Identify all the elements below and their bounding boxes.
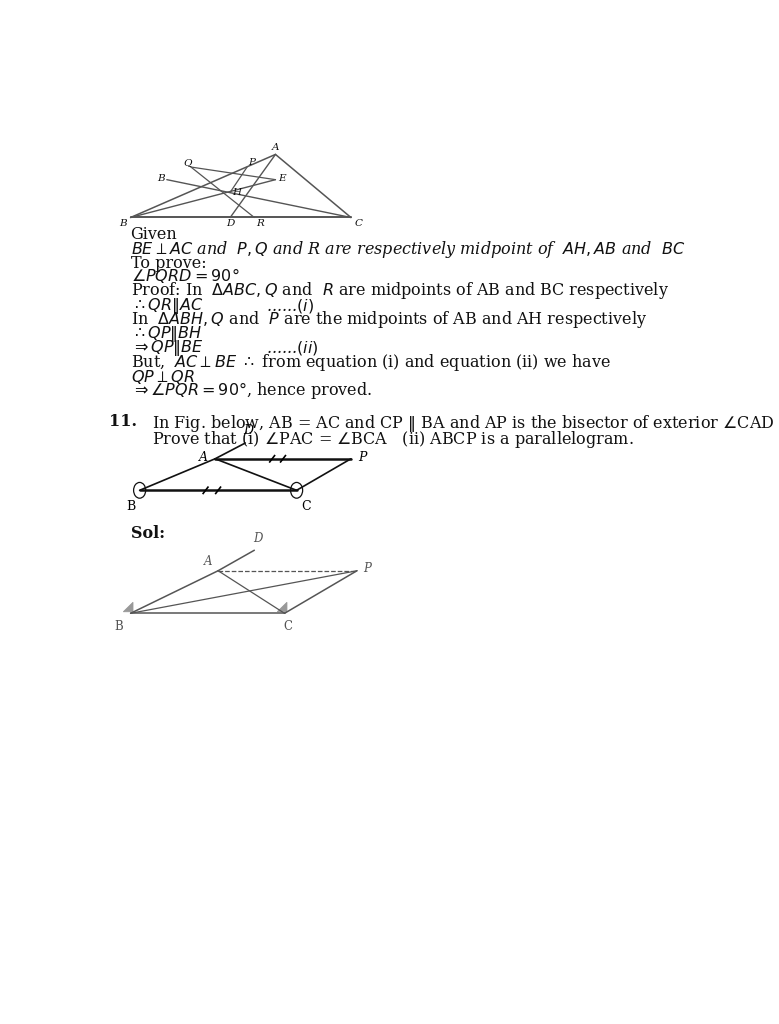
Text: 11.: 11.	[109, 413, 137, 430]
Text: P: P	[249, 158, 256, 167]
Text: $\Rightarrow QP \| BE$: $\Rightarrow QP \| BE$	[131, 338, 203, 358]
Text: $BE \perp AC$ and  $P,Q$ and R are respectively midpoint of  $AH, AB$ and  $BC$: $BE \perp AC$ and $P,Q$ and R are respec…	[131, 239, 685, 259]
Text: To prove:: To prove:	[131, 255, 206, 271]
Text: Q: Q	[184, 158, 192, 167]
Text: D: D	[226, 219, 234, 228]
Text: $\therefore QP \| BH$: $\therefore QP \| BH$	[131, 325, 202, 344]
Text: But,  $AC \perp BE$ $\therefore$ from equation (i) and equation (ii) we have: But, $AC \perp BE$ $\therefore$ from equ…	[131, 352, 611, 373]
Text: D: D	[252, 531, 262, 545]
Text: D: D	[243, 425, 253, 437]
Polygon shape	[123, 602, 133, 611]
Text: Given: Given	[131, 226, 178, 244]
Text: B: B	[119, 218, 127, 227]
Text: Proof: In  $\Delta ABC,Q$ and  $R$ are midpoints of AB and BC respectively: Proof: In $\Delta ABC,Q$ and $R$ are mid…	[131, 280, 668, 300]
Text: H: H	[231, 187, 241, 197]
Text: B: B	[126, 500, 136, 513]
Text: A: A	[199, 451, 208, 464]
Text: Sol:: Sol:	[131, 525, 164, 542]
Text: C: C	[354, 218, 362, 227]
Text: ......$(ii)$: ......$(ii)$	[266, 339, 319, 357]
Text: $\therefore QR \| AC$: $\therefore QR \| AC$	[131, 296, 203, 315]
Text: B: B	[157, 174, 164, 182]
Text: Prove that (i) $\angle$PAC = $\angle$BCA   (ii) ABCP is a parallelogram.: Prove that (i) $\angle$PAC = $\angle$BCA…	[152, 429, 633, 450]
Text: $\Rightarrow \angle PQR = 90°$, hence proved.: $\Rightarrow \angle PQR = 90°$, hence pr…	[131, 381, 372, 401]
Text: A: A	[203, 555, 212, 568]
Text: P: P	[358, 451, 367, 464]
Text: B: B	[115, 620, 123, 633]
Text: $QP \perp QR$: $QP \perp QR$	[131, 368, 194, 386]
Text: ......$(i)$: ......$(i)$	[266, 297, 315, 314]
Polygon shape	[277, 602, 287, 611]
Text: E: E	[277, 174, 285, 182]
Text: In Fig. below, AB = AC and CP $\|$ BA and AP is the bisector of exterior $\angle: In Fig. below, AB = AC and CP $\|$ BA an…	[152, 413, 779, 434]
Text: P: P	[363, 562, 371, 574]
Text: A: A	[272, 142, 279, 152]
Text: R: R	[256, 219, 264, 228]
Text: C: C	[301, 500, 311, 513]
Text: C: C	[283, 620, 292, 633]
Text: In  $\Delta ABH,Q$ and  $P$ are the midpoints of AB and AH respectively: In $\Delta ABH,Q$ and $P$ are the midpoi…	[131, 309, 647, 331]
Text: $\angle PQRD = 90°$: $\angle PQRD = 90°$	[131, 266, 239, 286]
